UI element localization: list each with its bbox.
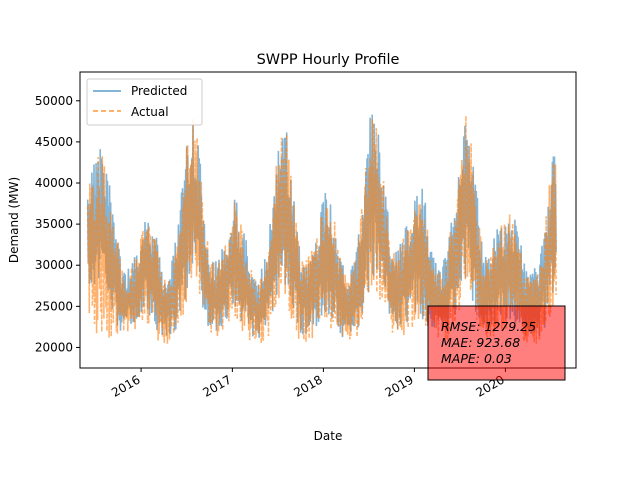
x-tick-label: 2018: [291, 372, 324, 399]
y-tick-label: 30000: [35, 258, 73, 272]
series-layer: [86, 114, 557, 344]
metric-mae: MAE: 923.68: [441, 335, 520, 350]
metrics-box-background: [427, 305, 566, 381]
legend-label-predicted: Predicted: [131, 84, 187, 98]
y-tick-label: 40000: [35, 176, 73, 190]
y-tick-label: 50000: [35, 94, 73, 108]
x-tick-label: 2016: [109, 372, 142, 399]
y-tick-label: 20000: [35, 340, 73, 354]
x-tick-label: 2017: [200, 372, 233, 399]
y-tick-label: 45000: [35, 135, 73, 149]
legend: Predicted Actual: [86, 78, 203, 126]
metric-mape: MAPE: 0.03: [441, 351, 512, 366]
plot-frame: [79, 71, 577, 369]
series-line-actual: [86, 115, 557, 344]
chart-title: SWPP Hourly Profile: [257, 52, 400, 68]
legend-label-actual: Actual: [131, 105, 169, 119]
y-tick-label: 35000: [35, 217, 73, 231]
metrics-box: RMSE: 1279.25 MAE: 923.68 MAPE: 0.03: [427, 305, 566, 381]
y-tick-label: 25000: [35, 299, 73, 313]
metric-rmse: RMSE: 1279.25: [441, 319, 536, 334]
x-axis-label: Date: [314, 429, 343, 443]
x-tick-label: 2019: [382, 372, 415, 399]
y-axis-label: Demand (MW): [7, 177, 21, 263]
